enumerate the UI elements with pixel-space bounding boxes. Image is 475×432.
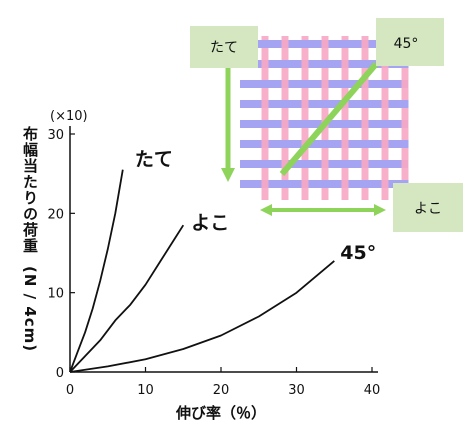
weave-overlap: [261, 120, 269, 128]
vertical-thread: [321, 36, 329, 200]
weave-overlap: [301, 160, 309, 168]
vertical-thread: [281, 36, 289, 200]
x-tick-label: 20: [213, 383, 230, 398]
x-axis-title: 伸び率（％）: [175, 404, 266, 422]
y-axis-label: 布幅当たりの荷重 (N / 4cm): [16, 126, 44, 376]
label-box-bias: [376, 18, 444, 66]
label-box-vertical: [190, 26, 258, 68]
weave-overlap: [321, 60, 329, 68]
y-tick-label: 0: [56, 366, 64, 381]
series-label: 45°: [340, 242, 376, 264]
bias-arrow: [279, 62, 379, 176]
weave-overlap: [261, 80, 269, 88]
y-tick-label: 10: [47, 287, 64, 302]
weave-overlap: [361, 60, 369, 68]
vertical-thread: [401, 36, 409, 200]
weave-overlap: [401, 100, 409, 108]
series-line: [69, 169, 124, 373]
vertical-thread: [381, 36, 389, 200]
x-tick-label: 30: [288, 383, 305, 398]
weave-overlap: [321, 100, 329, 108]
vertical-thread: [261, 36, 269, 200]
weave-overlap: [341, 40, 349, 48]
weave-overlap: [281, 140, 289, 148]
weave-overlap: [301, 120, 309, 128]
weave-overlap: [261, 40, 269, 48]
weft-arrow-head-right: [374, 204, 386, 216]
weave-overlap: [361, 140, 369, 148]
vertical-thread: [341, 36, 349, 200]
label-box-horizontal: [393, 183, 463, 232]
weave-overlap: [341, 120, 349, 128]
weave-overlap: [401, 140, 409, 148]
series-label: たて: [135, 149, 173, 171]
weave-overlap: [261, 160, 269, 168]
weave-overlap: [301, 40, 309, 48]
series-label: よこ: [191, 212, 229, 234]
label-vertical: たて: [210, 40, 238, 56]
vertical-thread: [301, 36, 309, 200]
weave-overlap: [361, 180, 369, 188]
weave-overlap: [281, 60, 289, 68]
series-line: [69, 260, 335, 373]
weave-overlap: [281, 180, 289, 188]
y-axis-title: 布幅当たりの荷重: [21, 126, 39, 254]
weave-overlap: [361, 100, 369, 108]
y-multiplier: (×10): [50, 109, 88, 124]
vertical-thread: [361, 36, 369, 200]
weave-overlap: [341, 160, 349, 168]
label-horizontal: よこ: [414, 201, 442, 217]
weave-overlap: [381, 160, 389, 168]
weave-overlap: [321, 180, 329, 188]
weft-arrow-head-left: [260, 204, 272, 216]
x-tick-label: 40: [364, 383, 381, 398]
series-line: [69, 224, 185, 373]
y-axis-unit: (N / 4cm): [21, 266, 39, 353]
x-tick-label: 0: [66, 383, 74, 398]
label-bias: 45°: [394, 36, 419, 52]
warp-arrow-head: [221, 168, 235, 182]
weave-overlap: [281, 100, 289, 108]
weave-overlap: [301, 80, 309, 88]
y-tick-label: 30: [47, 128, 64, 143]
weave-overlap: [321, 140, 329, 148]
weave-overlap: [381, 120, 389, 128]
y-tick-label: 20: [47, 207, 64, 222]
x-tick-label: 10: [137, 383, 154, 398]
weave-overlap: [341, 80, 349, 88]
weave-overlap: [381, 80, 389, 88]
